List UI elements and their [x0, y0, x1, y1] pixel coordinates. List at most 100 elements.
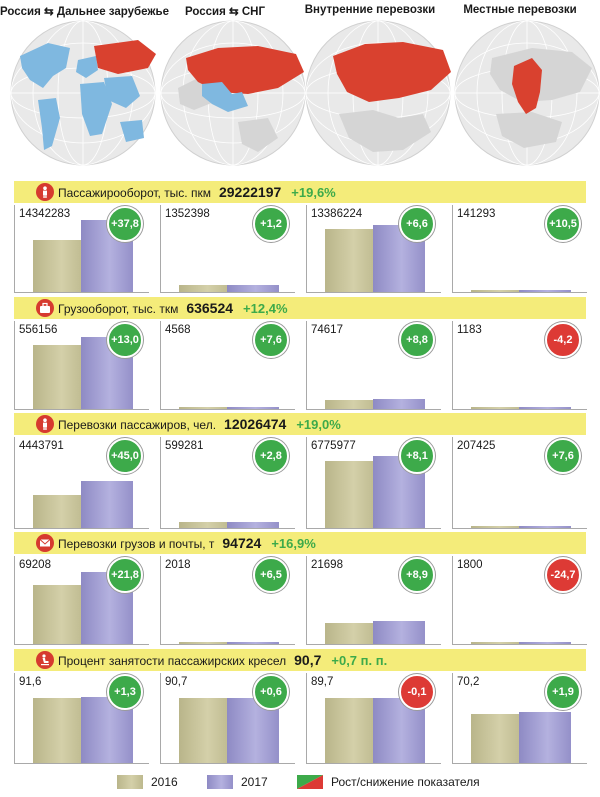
change-badge: +6,6	[399, 206, 435, 242]
change-badge: -4,2	[545, 322, 581, 358]
change-badge-value: -4,2	[553, 334, 573, 346]
change-badge-value: +8,8	[406, 334, 428, 346]
column-title-part-b: Дальнее зарубежье	[56, 6, 169, 18]
bar-2017	[227, 522, 279, 528]
column-title-part-a: Россия	[0, 6, 41, 18]
change-badge-value: +2,8	[260, 450, 282, 462]
panel-value-label: 90,7	[165, 676, 188, 688]
panel-cargo-turnover-cis: 4568 +7,6	[160, 321, 295, 410]
change-badge-value: +1,9	[552, 686, 574, 698]
panel-value-label: 89,7	[311, 676, 334, 688]
globe-map-cis-icon	[160, 20, 306, 166]
panel-cargo-turnover-domestic: 74617 +8,8	[306, 321, 441, 410]
metric-band-cargo-mail-transport: Перевозки грузов и почты, т 94724 +16,9%	[14, 532, 586, 554]
bar-2016	[33, 345, 85, 409]
panel-passenger-transport-far-abroad: 4443791 +45,0	[14, 437, 149, 529]
bar-2017	[227, 407, 279, 409]
metric-title: Пассажирооборот, тыс. пкм	[58, 186, 211, 200]
legend-swatch-2016	[117, 775, 143, 789]
bar-2017	[81, 481, 133, 528]
legend-label-2017: 2017	[241, 775, 268, 789]
change-badge: +10,5	[545, 206, 581, 242]
panel-passenger-turnover-domestic: 13386224 +6,6	[306, 205, 441, 293]
metric-total: 29222197	[218, 184, 282, 200]
panel-cargo-turnover-local: 1183 -4,2	[452, 321, 587, 410]
bar-2016	[325, 461, 377, 528]
change-badge-value: +7,6	[552, 450, 574, 462]
panel-value-label: 69208	[19, 559, 51, 571]
metric-band-cargo-turnover: Грузооборот, тыс. ткм 636524 +12,4%	[14, 297, 586, 319]
change-badge: +8,9	[399, 557, 435, 593]
column-title-local: Местные перевозки	[445, 4, 595, 16]
bar-2017	[373, 621, 425, 644]
metric-total: 12026474	[224, 416, 287, 432]
seat-icon	[36, 651, 54, 669]
legend-swatch-2017	[207, 775, 233, 789]
exchange-arrow-icon: ⇆	[229, 6, 239, 18]
change-badge-value: +0,6	[260, 686, 282, 698]
change-badge-value: +10,5	[549, 218, 577, 230]
change-badge: +45,0	[107, 438, 143, 474]
metric-growth: +19,6%	[291, 185, 336, 200]
metric-title-row: Перевозки пассажиров, чел. 12026474 +19,0%	[58, 416, 341, 432]
bar-2016	[325, 698, 377, 763]
panel-cargo-mail-transport-far-abroad: 69208 +21,8	[14, 556, 149, 645]
change-badge-value: +7,6	[260, 334, 282, 346]
panel-value-label: 1352398	[165, 208, 210, 220]
panel-seat-occupancy-cis: 90,7 +0,6	[160, 673, 295, 764]
panel-value-label: 4568	[165, 324, 191, 336]
exchange-arrow-icon: ⇆	[44, 6, 54, 18]
bar-2016	[471, 526, 523, 528]
change-badge: +8,8	[399, 322, 435, 358]
metric-title: Перевозки грузов и почты, т	[58, 537, 215, 551]
legend-label-change: Рост/снижение показателя	[331, 775, 480, 789]
panel-seat-occupancy-far-abroad: 91,6 +1,3	[14, 673, 149, 764]
bar-2016	[179, 698, 231, 763]
column-title-part-a: Россия	[184, 6, 226, 18]
change-badge-value: -0,1	[407, 686, 427, 698]
bar-2016	[471, 642, 523, 644]
change-badge: +1,2	[253, 206, 289, 242]
change-badge-value: +1,2	[260, 218, 282, 230]
cargo-icon	[36, 299, 54, 317]
bar-2016	[33, 698, 85, 763]
change-badge: -0,1	[399, 674, 435, 710]
change-badge-value: +6,5	[260, 569, 282, 581]
column-header: Россия ⇆ Дальнее зарубежье Россия ⇆ СНГ …	[0, 0, 600, 178]
metric-growth: +12,4%	[243, 301, 288, 316]
change-badge-value: +1,3	[114, 686, 136, 698]
panel-passenger-turnover-cis: 1352398 +1,2	[160, 205, 295, 293]
bar-2016	[179, 642, 231, 644]
bar-2016	[325, 623, 377, 644]
change-badge: +21,8	[107, 557, 143, 593]
bar-2017	[373, 399, 425, 409]
bar-2016	[33, 585, 85, 644]
bar-2017	[519, 407, 571, 409]
panel-value-label: 4443791	[19, 440, 64, 452]
passenger-icon	[36, 415, 54, 433]
bar-2016	[179, 285, 231, 292]
panel-passenger-transport-domestic: 6775977 +8,1	[306, 437, 441, 529]
panel-value-label: 1183	[457, 324, 482, 336]
globe-map-far-abroad-icon	[10, 20, 156, 166]
bar-2016	[325, 400, 377, 409]
change-badge: +37,8	[107, 206, 143, 242]
change-badge-value: +37,8	[111, 218, 139, 230]
panel-passenger-transport-cis: 599281 +2,8	[160, 437, 295, 529]
panel-value-label: 599281	[165, 440, 204, 452]
change-badge: +7,6	[545, 438, 581, 474]
change-badge: +1,3	[107, 674, 143, 710]
change-badge: +2,8	[253, 438, 289, 474]
metric-title-row: Пассажирооборот, тыс. пкм 29222197 +19,6%	[58, 184, 336, 200]
panel-value-label: 21698	[311, 559, 343, 571]
panel-value-label: 70,2	[457, 676, 480, 688]
column-title-part-b: СНГ	[241, 6, 266, 18]
change-badge: +0,6	[253, 674, 289, 710]
panel-value-label: 74617	[311, 324, 343, 336]
panel-value-label: 1800	[457, 559, 483, 571]
mail-icon	[36, 534, 54, 552]
panel-passenger-transport-local: 207425 +7,6	[452, 437, 587, 529]
panel-value-label: 141293	[457, 208, 496, 220]
panel-value-label: 14342283	[19, 208, 71, 220]
bar-2016	[33, 495, 85, 528]
